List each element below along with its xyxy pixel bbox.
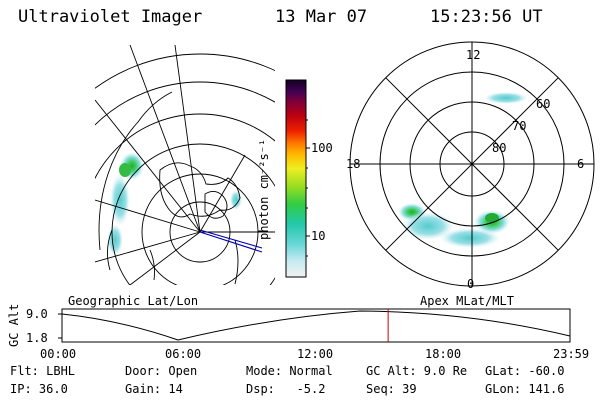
- timeline-x-tick-0000: 00:00: [40, 347, 77, 361]
- status-seq: Seq: 39: [366, 382, 417, 396]
- instrument-title: Ultraviolet Imager: [18, 7, 203, 27]
- status-mode: Mode: Normal: [246, 364, 333, 378]
- altitude-timeline: [58, 308, 571, 343]
- lat-label-70: 70: [512, 119, 527, 133]
- colorbar-tick-10: 10: [311, 229, 326, 243]
- mlt-label-0: 0: [467, 277, 475, 291]
- status-filter: Flt: LBHL: [10, 364, 76, 378]
- timeline-y-tick-high: 9.0: [26, 307, 48, 321]
- status-glat: GLat: -60.0: [485, 364, 565, 378]
- status-door: Door: Open: [125, 364, 198, 378]
- timeline-x-tick-2359: 23:59: [553, 347, 590, 361]
- timeline-x-tick-1800: 18:00: [425, 347, 462, 361]
- timeline-y-tick-low: 1.8: [26, 331, 48, 345]
- lat-label-80: 80: [492, 141, 507, 155]
- timeline-left-title: Geographic Lat/Lon: [68, 294, 199, 308]
- timeline-x-tick-0600: 06:00: [165, 347, 202, 361]
- intensity-color-bar: [285, 79, 310, 278]
- lat-label-60: 60: [536, 97, 551, 111]
- status-dsp: Dsp: -5.2: [246, 382, 326, 396]
- mlt-label-18: 18: [346, 157, 361, 171]
- observation-date: 13 Mar 07: [275, 7, 368, 27]
- mlt-label-12: 12: [466, 48, 481, 62]
- status-glon: GLon: 141.6: [485, 382, 565, 396]
- status-ip: IP: 36.0: [10, 382, 68, 396]
- mlt-label-6: 6: [577, 157, 585, 171]
- observation-time: 15:23:56 UT: [430, 7, 543, 27]
- timeline-right-title: Apex MLat/MLT: [420, 294, 514, 308]
- colorbar-tick-100: 100: [311, 141, 333, 155]
- colorbar-unit-label: photon cm⁻²s⁻¹: [257, 138, 271, 240]
- geographic-map: [95, 45, 275, 285]
- timeline-y-axis-label: GC Alt: [7, 303, 21, 347]
- status-gc-alt: GC Alt: 9.0 Re: [366, 364, 468, 378]
- status-gain: Gain: 14: [125, 382, 183, 396]
- timeline-x-tick-1200: 12:00: [297, 347, 334, 361]
- polar-mlt-plot: [349, 41, 595, 287]
